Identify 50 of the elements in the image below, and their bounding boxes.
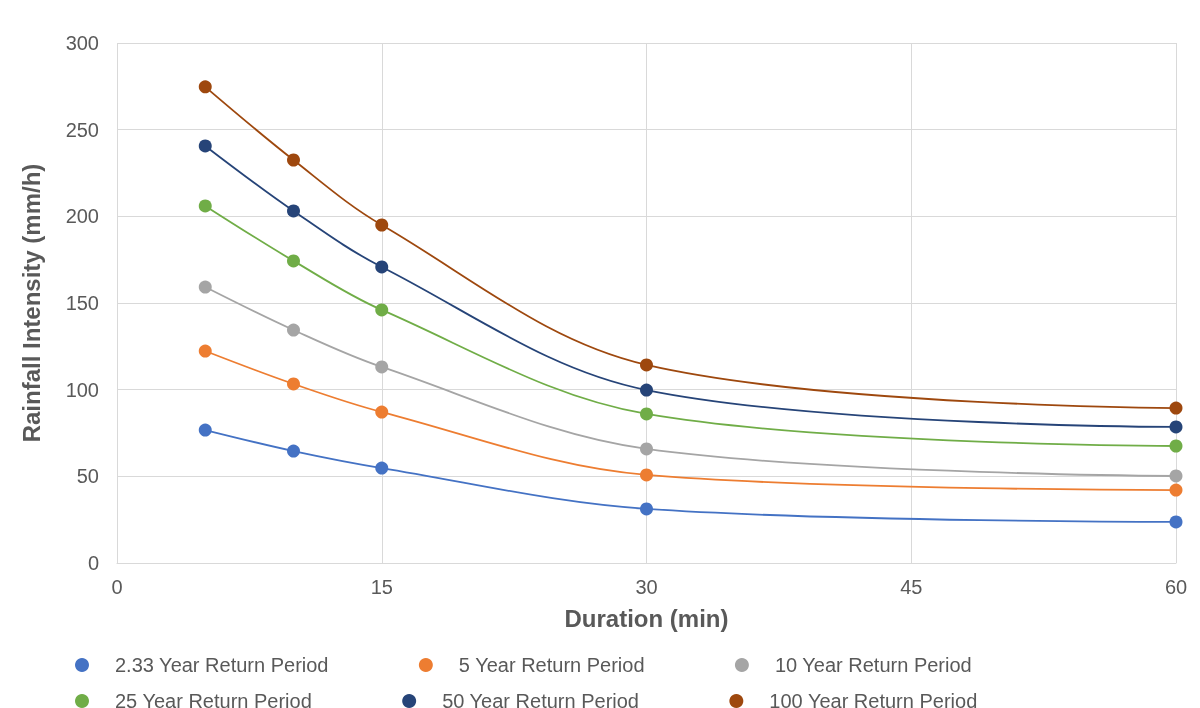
point [198, 280, 212, 294]
y-tick-label: 200 [65, 205, 99, 228]
y-tick-label: 50 [76, 465, 99, 488]
point [1169, 401, 1183, 415]
legend-label: 5 Year Return Period [458, 654, 645, 676]
point [198, 199, 212, 213]
legend-label: 25 Year Return Period [115, 690, 312, 708]
point [287, 444, 300, 458]
point [1169, 469, 1183, 483]
point [287, 377, 300, 391]
point [640, 383, 653, 397]
y-tick-label: 150 [65, 292, 99, 314]
point [198, 423, 212, 437]
point [640, 502, 653, 516]
point [198, 344, 212, 358]
point [375, 405, 389, 419]
x-tick-label: 30 [635, 576, 658, 598]
point [640, 468, 653, 482]
point [375, 461, 389, 475]
x-axis-title: Duration (min) [564, 604, 729, 632]
point [640, 442, 653, 456]
point [1169, 439, 1183, 453]
point [640, 358, 653, 372]
point [287, 153, 300, 167]
point [287, 323, 300, 337]
point [1169, 515, 1183, 529]
y-tick-label: 100 [65, 378, 99, 401]
point [198, 80, 212, 94]
point [1169, 483, 1183, 497]
point [375, 260, 389, 274]
legend-label: 10 Year Return Period [774, 654, 972, 676]
y-axis-title: Rainfall Intensity (mm/h) [17, 163, 45, 443]
legend-label: 50 Year Return Period [442, 690, 639, 708]
legend-label: 2.33 Year Return Period [115, 654, 329, 676]
point [375, 360, 389, 374]
x-tick-label: 0 [111, 576, 123, 598]
y-tick-label: 250 [65, 118, 99, 141]
point [287, 254, 300, 268]
point [1169, 420, 1183, 434]
point [375, 303, 389, 317]
point [640, 407, 653, 421]
point [287, 204, 300, 218]
x-tick-label: 45 [900, 576, 923, 598]
legend-label: 100 Year Return Period [769, 690, 978, 708]
y-tick-label: 300 [65, 32, 99, 54]
x-tick-label: 15 [370, 576, 393, 598]
point [198, 139, 212, 153]
x-tick-label: 60 [1164, 576, 1188, 598]
point [375, 218, 389, 232]
y-tick-label: 0 [87, 552, 99, 574]
